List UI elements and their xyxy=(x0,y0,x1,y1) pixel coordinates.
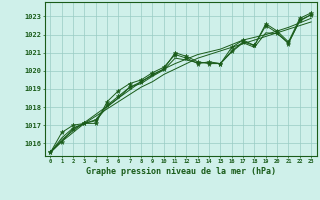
X-axis label: Graphe pression niveau de la mer (hPa): Graphe pression niveau de la mer (hPa) xyxy=(86,167,276,176)
